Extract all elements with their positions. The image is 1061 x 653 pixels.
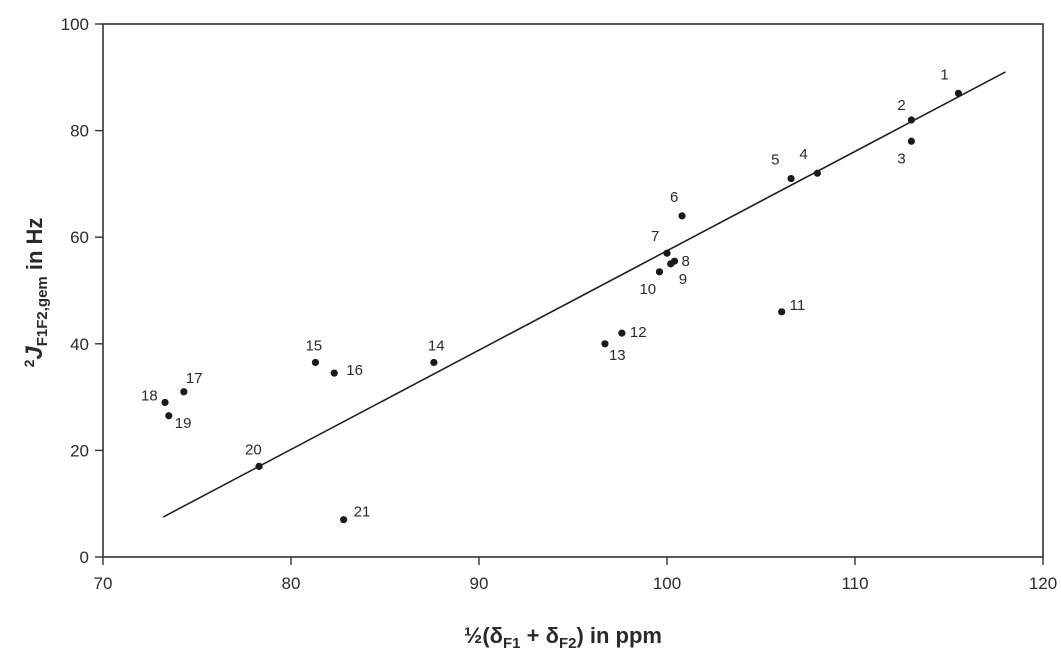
x-tick-label: 90 bbox=[470, 574, 489, 593]
y-tick-label: 0 bbox=[80, 548, 89, 567]
point-label-14: 14 bbox=[428, 337, 445, 354]
data-point-5 bbox=[787, 174, 795, 183]
point-label-5: 5 bbox=[771, 152, 779, 169]
data-point-20 bbox=[255, 462, 263, 470]
data-point-13 bbox=[601, 340, 609, 348]
y-tick-label: 100 bbox=[61, 15, 89, 34]
point-label-11: 11 bbox=[790, 297, 806, 314]
data-point-6 bbox=[678, 212, 686, 220]
point-label-17: 17 bbox=[186, 370, 203, 387]
data-point-17 bbox=[180, 388, 188, 396]
x-tick-label: 120 bbox=[1029, 574, 1057, 593]
point-label-1: 1 bbox=[940, 66, 948, 83]
data-point-11 bbox=[778, 308, 786, 316]
y-axis-title-part-3: in Hz bbox=[22, 218, 47, 277]
data-point-1 bbox=[954, 89, 963, 97]
data-point-19 bbox=[165, 412, 173, 420]
data-point-4 bbox=[813, 169, 822, 177]
data-point-16 bbox=[330, 369, 338, 377]
y-axis-title-part-0: 2 bbox=[21, 359, 37, 367]
axis-titles: ½(δF1 + δF2) in ppm 2JF1F2,gem in Hz bbox=[21, 218, 662, 652]
point-label-15: 15 bbox=[305, 337, 322, 354]
x-axis-title-part-1: F1 bbox=[503, 635, 521, 652]
y-tick-label: 80 bbox=[70, 122, 89, 141]
y-tick-label: 40 bbox=[70, 335, 89, 354]
trend-line-group bbox=[162, 71, 1006, 518]
point-label-16: 16 bbox=[346, 362, 363, 379]
data-point-3 bbox=[907, 137, 916, 145]
point-label-3: 3 bbox=[897, 150, 905, 167]
x-axis-title-part-0: ½(δ bbox=[464, 623, 503, 648]
y-tick-label: 60 bbox=[70, 228, 89, 247]
y-tick-label: 20 bbox=[70, 441, 89, 460]
point-label-21: 21 bbox=[354, 504, 371, 521]
data-point-10 bbox=[655, 268, 664, 276]
data-point-12 bbox=[618, 329, 626, 337]
regression-line bbox=[162, 71, 1006, 518]
data-points bbox=[161, 89, 963, 524]
point-label-7: 7 bbox=[651, 228, 659, 245]
x-axis-title-part-4: ) in ppm bbox=[576, 623, 662, 648]
x-axis-title-part-2: + δ bbox=[521, 623, 559, 648]
point-label-13: 13 bbox=[609, 347, 626, 364]
point-label-12: 12 bbox=[630, 324, 647, 341]
x-tick-label: 100 bbox=[653, 574, 681, 593]
y-axis-title-part-1: J bbox=[21, 346, 48, 360]
x-tick-label: 110 bbox=[841, 574, 868, 593]
data-point-9 bbox=[667, 260, 675, 268]
point-label-10: 10 bbox=[639, 281, 656, 298]
x-tick-label: 70 bbox=[94, 574, 113, 593]
x-tick-label: 80 bbox=[282, 574, 301, 593]
data-point-7 bbox=[663, 249, 671, 257]
point-label-4: 4 bbox=[799, 146, 807, 163]
x-axis-title: ½(δF1 + δF2) in ppm bbox=[464, 623, 662, 652]
point-label-6: 6 bbox=[670, 189, 678, 206]
y-axis-title-part-2: F1F2,gem bbox=[34, 276, 51, 346]
point-label-19: 19 bbox=[175, 415, 192, 432]
data-point-21 bbox=[340, 516, 348, 524]
point-label-9: 9 bbox=[679, 271, 687, 288]
data-point-2 bbox=[907, 116, 916, 124]
data-point-14 bbox=[430, 358, 438, 367]
y-axis-title: 2JF1F2,gem in Hz bbox=[21, 218, 51, 368]
point-label-2: 2 bbox=[897, 97, 905, 114]
point-label-18: 18 bbox=[141, 387, 158, 404]
point-label-8: 8 bbox=[682, 253, 690, 270]
point-label-20: 20 bbox=[245, 441, 262, 458]
x-axis-title-part-3: F2 bbox=[559, 635, 577, 652]
data-point-15 bbox=[311, 358, 320, 367]
data-point-18 bbox=[161, 398, 169, 407]
plot-frame bbox=[102, 23, 1044, 558]
